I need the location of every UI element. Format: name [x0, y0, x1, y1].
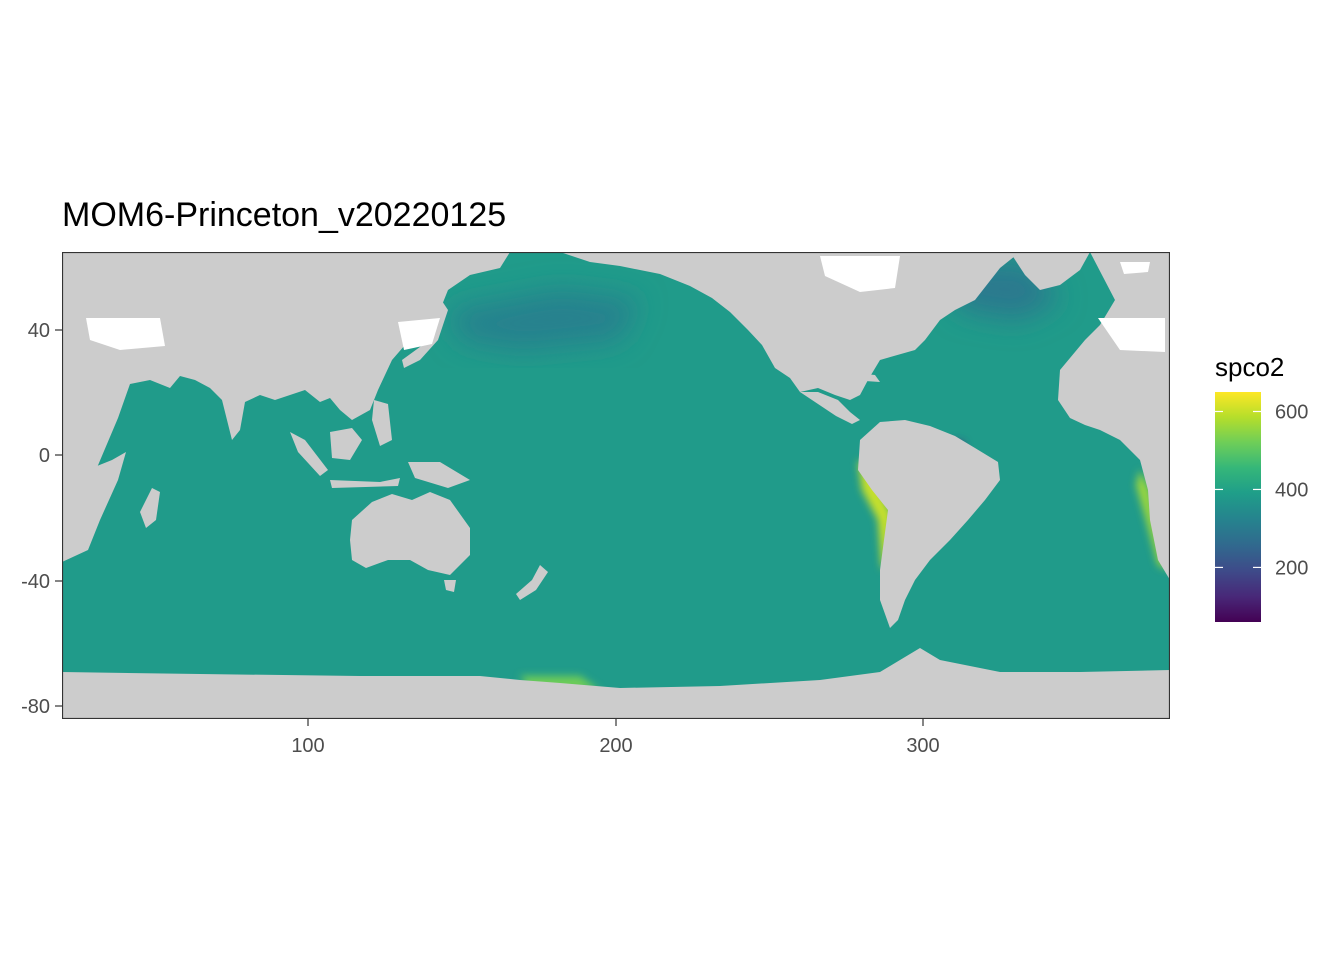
legend-tick-label: 600 [1275, 401, 1308, 423]
panel-border [62, 252, 1170, 719]
missing-far-east [398, 318, 440, 350]
missing-data-layer [86, 256, 1165, 352]
y-axis: 40 0 -40 -80 [21, 320, 62, 718]
map-panel [62, 252, 1170, 719]
y-tick-label: 0 [39, 445, 50, 467]
y-tick-label: 40 [28, 320, 50, 342]
plot-title: MOM6-Princeton_v20220125 [62, 196, 507, 234]
x-tick-label: 200 [599, 735, 632, 757]
land-africa [62, 452, 126, 562]
legend-tick-label: 400 [1275, 479, 1308, 501]
legend: spco2 600 400 200 [1215, 352, 1308, 622]
land-new-guinea [408, 462, 470, 488]
land-eurasia [62, 252, 510, 480]
x-axis: 100 200 300 [291, 719, 940, 757]
missing-canada [820, 256, 900, 292]
legend-tick-label: 200 [1275, 557, 1308, 579]
y-tick-label: -80 [21, 696, 50, 718]
land-antarctica [62, 648, 1170, 719]
land-central-america [800, 392, 860, 424]
missing-greenland-coast [1120, 262, 1150, 274]
land-australia [350, 492, 470, 575]
land-japan [402, 298, 448, 368]
land-cuba [845, 372, 880, 382]
x-tick-label: 300 [906, 735, 939, 757]
land-java [330, 478, 400, 488]
y-tick-label: -40 [21, 571, 50, 593]
legend-title: spco2 [1215, 352, 1284, 382]
x-tick-label: 100 [291, 735, 324, 757]
land-tasmania [444, 580, 456, 592]
land-borneo [330, 428, 362, 460]
land-north-america [560, 252, 1020, 400]
legend-ticks: 600 400 200 [1215, 401, 1308, 579]
land-madagascar [140, 488, 160, 528]
ocean-feature [858, 460, 892, 570]
land-uk [1118, 286, 1130, 310]
missing-scandinavia [1098, 318, 1165, 352]
land-philippines [372, 400, 392, 446]
land-new-zealand [516, 565, 548, 600]
missing-siberia [86, 318, 165, 350]
legend-colorbar [1215, 392, 1261, 622]
land-south-america [858, 420, 1000, 628]
land-sumatra [290, 432, 328, 476]
land-greenland [1010, 252, 1090, 290]
ocean-feature [450, 290, 640, 350]
